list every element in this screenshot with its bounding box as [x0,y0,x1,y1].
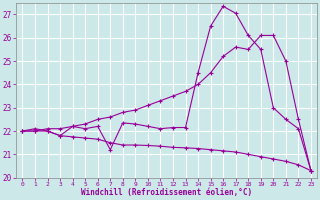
X-axis label: Windchill (Refroidissement éolien,°C): Windchill (Refroidissement éolien,°C) [81,188,252,197]
